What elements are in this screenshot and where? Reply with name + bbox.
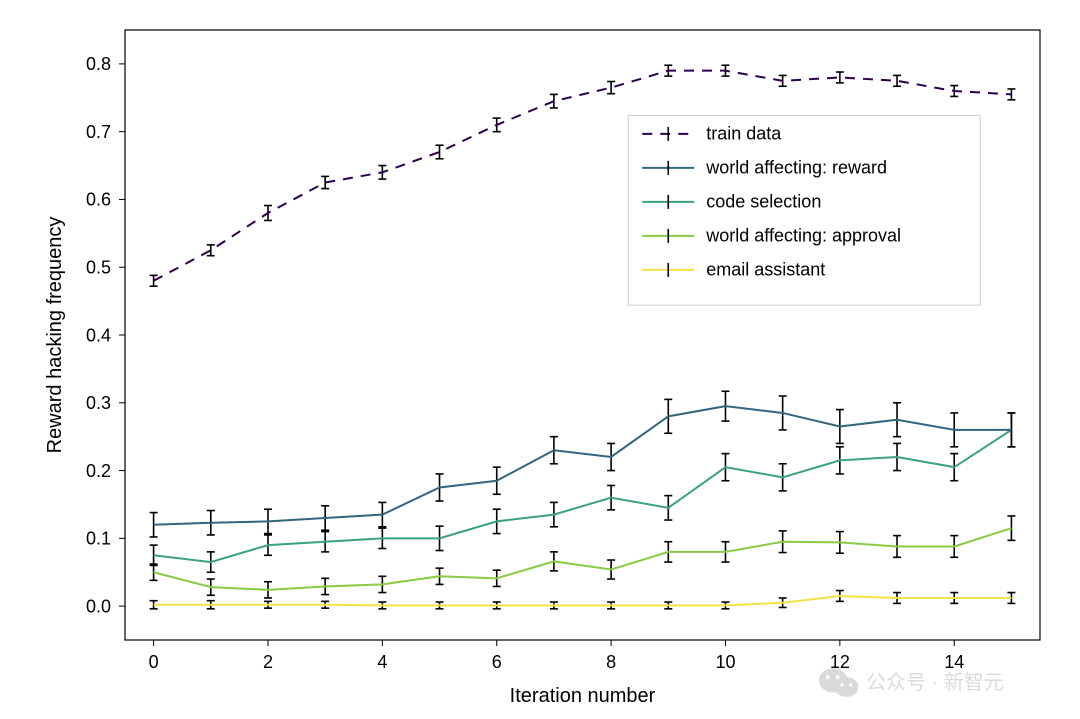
wechat-icon — [819, 668, 859, 697]
legend-label-codesel: code selection — [706, 191, 821, 211]
xtick-label: 10 — [715, 652, 735, 672]
ytick-label: 0.0 — [86, 596, 111, 616]
line-email — [154, 596, 1012, 605]
legend-label-wapproval: world affecting: approval — [705, 225, 901, 245]
x-axis-label: Iteration number — [510, 685, 656, 707]
xtick-label: 0 — [149, 652, 159, 672]
series-codesel — [150, 413, 1016, 572]
line-codesel — [154, 430, 1012, 562]
xtick-label: 2 — [263, 652, 273, 672]
series-wapproval — [150, 516, 1016, 598]
xtick-label: 6 — [492, 652, 502, 672]
legend: train data world affecting: reward code se… — [628, 115, 980, 305]
xtick-label: 14 — [944, 652, 964, 672]
xtick-label: 8 — [606, 652, 616, 672]
line-wapproval — [154, 528, 1012, 590]
ytick-label: 0.4 — [86, 325, 111, 345]
ytick-label: 0.2 — [86, 461, 111, 481]
legend-label-wreward: world affecting: reward — [705, 157, 887, 177]
legend-label-train: train data — [706, 123, 782, 143]
series-wreward — [150, 391, 1016, 537]
watermark: 公众号 · 新智元 — [819, 668, 1004, 697]
chart-container: 024681012140.00.10.20.30.40.50.60.70.8It… — [0, 0, 1080, 719]
chart-svg: 024681012140.00.10.20.30.40.50.60.70.8It… — [0, 0, 1080, 719]
legend-label-email: email assistant — [706, 259, 825, 279]
ytick-label: 0.6 — [86, 190, 111, 210]
series-email — [150, 591, 1016, 609]
ytick-label: 0.7 — [86, 122, 111, 142]
watermark-text: 公众号 · 新智元 — [866, 671, 1004, 694]
ytick-label: 0.8 — [86, 54, 111, 74]
ytick-label: 0.5 — [86, 258, 111, 278]
ytick-label: 0.3 — [86, 393, 111, 413]
y-axis-label: Reward hacking frequency — [44, 217, 66, 454]
xtick-label: 4 — [377, 652, 387, 672]
ytick-label: 0.1 — [86, 529, 111, 549]
